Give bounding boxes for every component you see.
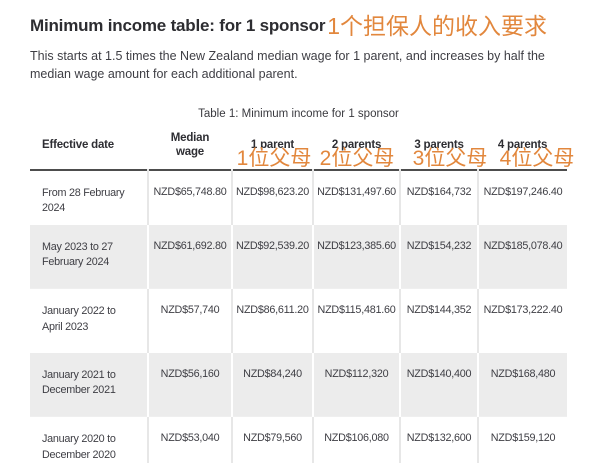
header-annotation-zh-4-parents: 4位父母	[499, 147, 575, 170]
minimum-income-table: Effective date Median wage 1 parent 2 pa…	[30, 125, 567, 463]
cell-1-parent: NZD$84,240	[231, 352, 313, 417]
cell-1-parent: NZD$79,560	[231, 416, 313, 463]
title-row: Minimum income table: for 1 sponsor 1个担保…	[30, 13, 570, 39]
table-caption: Table 1: Minimum income for 1 sponsor	[198, 107, 399, 120]
header-annotation-zh-3-parents: 3位父母	[412, 147, 488, 170]
cell-3-parents: NZD$144,352	[399, 288, 478, 353]
cell-4-parents: NZD$168,480	[477, 352, 567, 417]
header-annotation-zh-1-parent: 1位父母	[236, 147, 312, 170]
cell-median-wage: NZD$53,040	[147, 416, 232, 463]
cell-1-parent: NZD$92,539.20	[231, 224, 313, 289]
cell-1-parent: NZD$86,611.20	[231, 288, 313, 353]
cell-3-parents: NZD$140,400	[399, 352, 478, 417]
header-annotation-zh-2-parents: 2位父母	[319, 147, 395, 170]
column-header-4-parents: 4 parents	[497, 139, 548, 152]
column-header-1-parent: 1 parent	[250, 139, 295, 152]
page-title: Minimum income table: for 1 sponsor	[30, 16, 326, 35]
cell-3-parents: NZD$132,600	[399, 416, 478, 463]
cell-2-parents: NZD$123,385.60	[312, 224, 400, 289]
cell-effective-date: January 2022 to April 2023	[30, 288, 148, 353]
cell-median-wage: NZD$65,748.80	[147, 169, 232, 225]
table-row: January 2020 to December 2020 NZD$53,040…	[30, 416, 567, 463]
table-row: May 2023 to 27 February 2024 NZD$61,692.…	[30, 224, 567, 289]
cell-2-parents: NZD$106,080	[312, 416, 400, 463]
table-row: January 2021 to December 2021 NZD$56,160…	[30, 352, 567, 417]
cell-effective-date: January 2021 to December 2021	[30, 352, 148, 417]
column-header-3-parents: 3 parents	[414, 139, 464, 152]
cell-median-wage: NZD$56,160	[147, 352, 232, 417]
cell-median-wage: NZD$61,692.80	[147, 224, 232, 289]
column-header-2-parents: 2 parents	[331, 139, 382, 152]
table-header-row: Effective date Median wage 1 parent 2 pa…	[30, 125, 567, 170]
column-header-median-wage: Median wage	[170, 131, 210, 159]
title-annotation-zh: 1个担保人的收入要求	[327, 13, 548, 39]
cell-1-parent: NZD$98,623.20	[231, 169, 313, 225]
cell-3-parents: NZD$154,232	[399, 224, 478, 289]
table-row: January 2022 to April 2023 NZD$57,740 NZ…	[30, 288, 567, 353]
cell-4-parents: NZD$173,222.40	[477, 288, 567, 353]
cell-4-parents: NZD$159,120	[477, 416, 567, 463]
cell-3-parents: NZD$164,732	[399, 169, 478, 225]
column-header-effective-date: Effective date	[42, 139, 114, 152]
cell-2-parents: NZD$131,497.60	[312, 169, 400, 225]
cell-median-wage: NZD$57,740	[147, 288, 232, 353]
cell-effective-date: From 28 February 2024	[30, 169, 148, 225]
cell-4-parents: NZD$197,246.40	[477, 169, 567, 225]
cell-effective-date: May 2023 to 27 February 2024	[30, 224, 148, 289]
page-subtitle: This starts at 1.5 times the New Zealand…	[30, 49, 545, 82]
cell-2-parents: NZD$112,320	[312, 352, 400, 417]
cell-2-parents: NZD$115,481.60	[312, 288, 400, 353]
cell-4-parents: NZD$185,078.40	[477, 224, 567, 289]
cell-effective-date: January 2020 to December 2020	[30, 416, 148, 463]
table-row: From 28 February 2024 NZD$65,748.80 NZD$…	[30, 169, 567, 225]
